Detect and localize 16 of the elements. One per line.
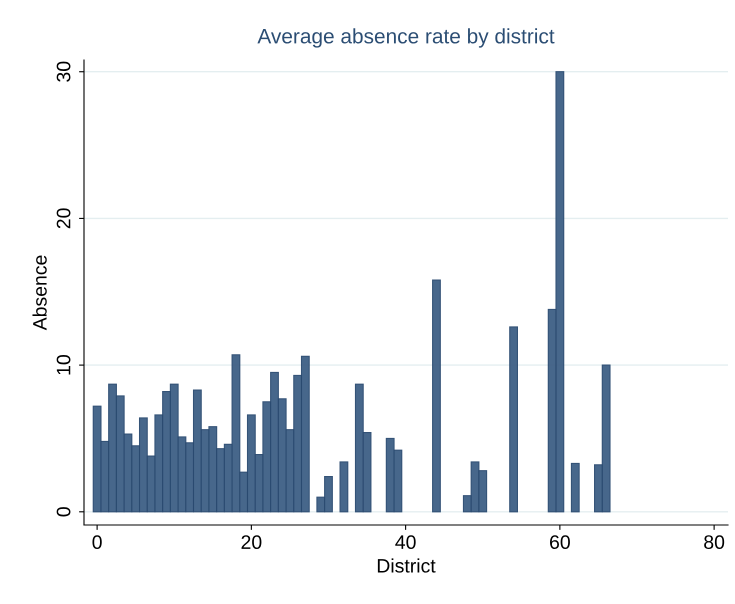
x-tick-label: 20 <box>242 535 262 550</box>
bar <box>509 326 518 512</box>
bar <box>570 462 580 512</box>
x-tick-label: 80 <box>704 535 724 550</box>
x-tick-label: 0 <box>92 535 102 550</box>
y-tick-label: 20 <box>56 208 70 228</box>
bar <box>432 279 441 512</box>
y-tick-label: 10 <box>56 355 70 374</box>
x-axis-title: District <box>378 558 436 573</box>
chart-title: Average absence rate by district <box>257 28 554 48</box>
y-tick-label: 30 <box>56 62 70 82</box>
y-axis-title: Absence <box>32 256 47 330</box>
x-tick-label: 40 <box>395 535 416 550</box>
x-tick-label: 60 <box>550 535 570 550</box>
y-tick-label: 0 <box>56 507 70 516</box>
bar <box>340 461 348 512</box>
